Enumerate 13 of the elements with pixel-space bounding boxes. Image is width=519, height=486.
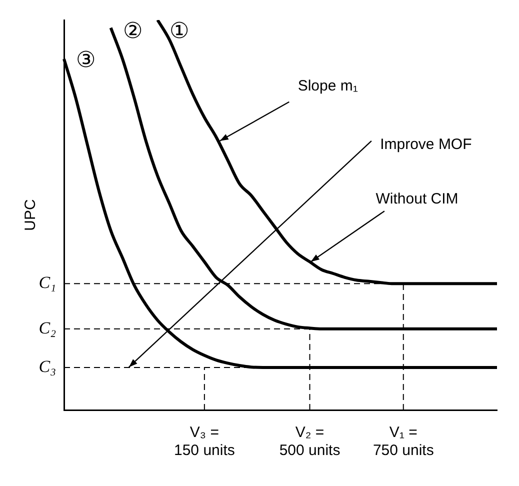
annotation: Improve MOF <box>380 136 472 153</box>
series-label: ③ <box>76 47 96 72</box>
x-tick-label: V₂ = 500 units <box>279 424 340 460</box>
y-axis-title: UPC <box>22 199 40 231</box>
series-label: ① <box>170 18 190 44</box>
series-label: ② <box>122 18 143 44</box>
x-tick-label: V₃ = 150 units <box>174 424 235 460</box>
ref-line-label: C₁ <box>38 273 56 292</box>
annotation: Without CIM <box>376 190 458 208</box>
annotation: Slope m₁ <box>298 77 358 94</box>
x-tick-label: V₁ = 750 units <box>372 424 434 460</box>
ref-line-label: C₂ <box>38 318 56 338</box>
ref-line-label: C₃ <box>38 356 56 376</box>
